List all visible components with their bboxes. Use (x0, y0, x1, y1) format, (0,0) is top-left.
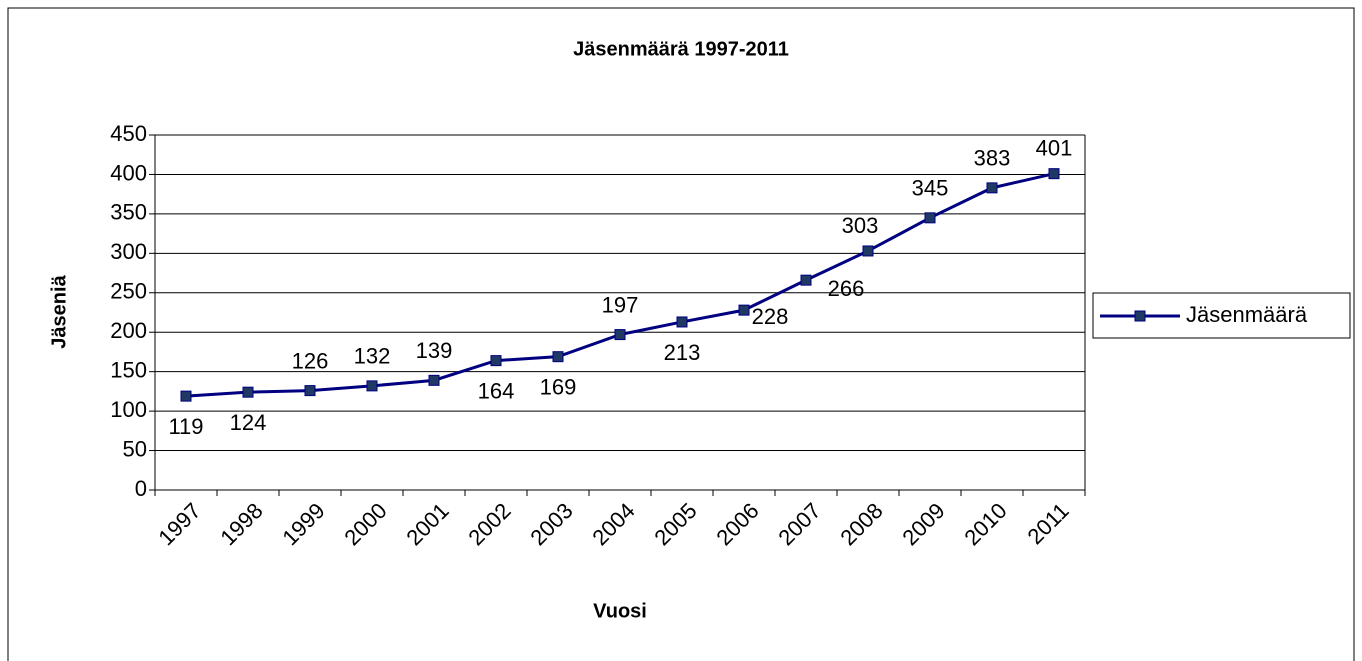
x-tick-label: 2003 (525, 498, 577, 550)
marker (366, 380, 378, 392)
data-label: 124 (230, 410, 267, 435)
x-tick-label: 1999 (277, 498, 329, 550)
x-tick-label: 1998 (215, 498, 267, 550)
marker (428, 374, 440, 386)
x-tick-label: 1997 (153, 498, 205, 550)
y-axis-label: Jäseniä (48, 274, 70, 348)
marker (986, 182, 998, 194)
marker (924, 212, 936, 224)
x-axis-label: Vuosi (593, 600, 647, 622)
y-tick-label: 400 (110, 160, 147, 185)
data-label: 119 (168, 414, 203, 439)
marker (614, 329, 626, 341)
marker (676, 316, 688, 328)
y-tick-label: 100 (110, 397, 147, 422)
data-label: 345 (912, 176, 949, 201)
data-label: 383 (974, 146, 1011, 171)
data-label: 303 (842, 213, 879, 238)
data-label: 266 (828, 276, 865, 301)
y-tick-label: 200 (110, 318, 147, 343)
marker (242, 386, 254, 398)
data-label: 132 (354, 344, 391, 369)
y-tick-label: 450 (110, 121, 147, 146)
chart-border (7, 7, 1355, 661)
x-tick-label: 2008 (835, 498, 887, 550)
data-label: 213 (664, 340, 701, 365)
marker (862, 245, 874, 257)
data-label: 169 (540, 374, 577, 399)
x-tick-label: 2004 (587, 498, 639, 550)
data-label: 139 (416, 338, 453, 363)
y-tick-label: 300 (110, 239, 147, 264)
marker (552, 351, 564, 363)
marker (1048, 168, 1060, 180)
marker (738, 304, 750, 316)
y-tick-label: 0 (135, 476, 147, 501)
chart-title: Jäsenmäärä 1997-2011 (573, 38, 789, 60)
data-label: 126 (292, 348, 329, 373)
x-tick-label: 2002 (463, 498, 515, 550)
data-label: 197 (602, 292, 639, 317)
data-label: 228 (752, 304, 789, 329)
marker (800, 274, 812, 286)
y-tick-label: 150 (110, 357, 147, 382)
legend-label: Jäsenmäärä (1186, 302, 1308, 327)
x-tick-label: 2005 (649, 498, 701, 550)
y-tick-label: 50 (123, 436, 147, 461)
data-label: 164 (478, 378, 515, 403)
x-tick-label: 2011 (1023, 498, 1074, 549)
y-tick-label: 350 (110, 200, 147, 225)
x-tick-label: 2009 (897, 498, 949, 550)
x-tick-label: 2010 (959, 498, 1011, 550)
legend-marker (1134, 310, 1146, 322)
marker (490, 355, 502, 367)
data-label: 401 (1036, 135, 1073, 160)
x-tick-label: 2007 (773, 498, 825, 550)
marker (180, 390, 192, 402)
marker (304, 385, 316, 397)
y-tick-label: 250 (110, 279, 147, 304)
x-tick-label: 2006 (711, 498, 763, 550)
x-tick-label: 2000 (339, 498, 391, 550)
x-tick-label: 2001 (401, 498, 453, 550)
